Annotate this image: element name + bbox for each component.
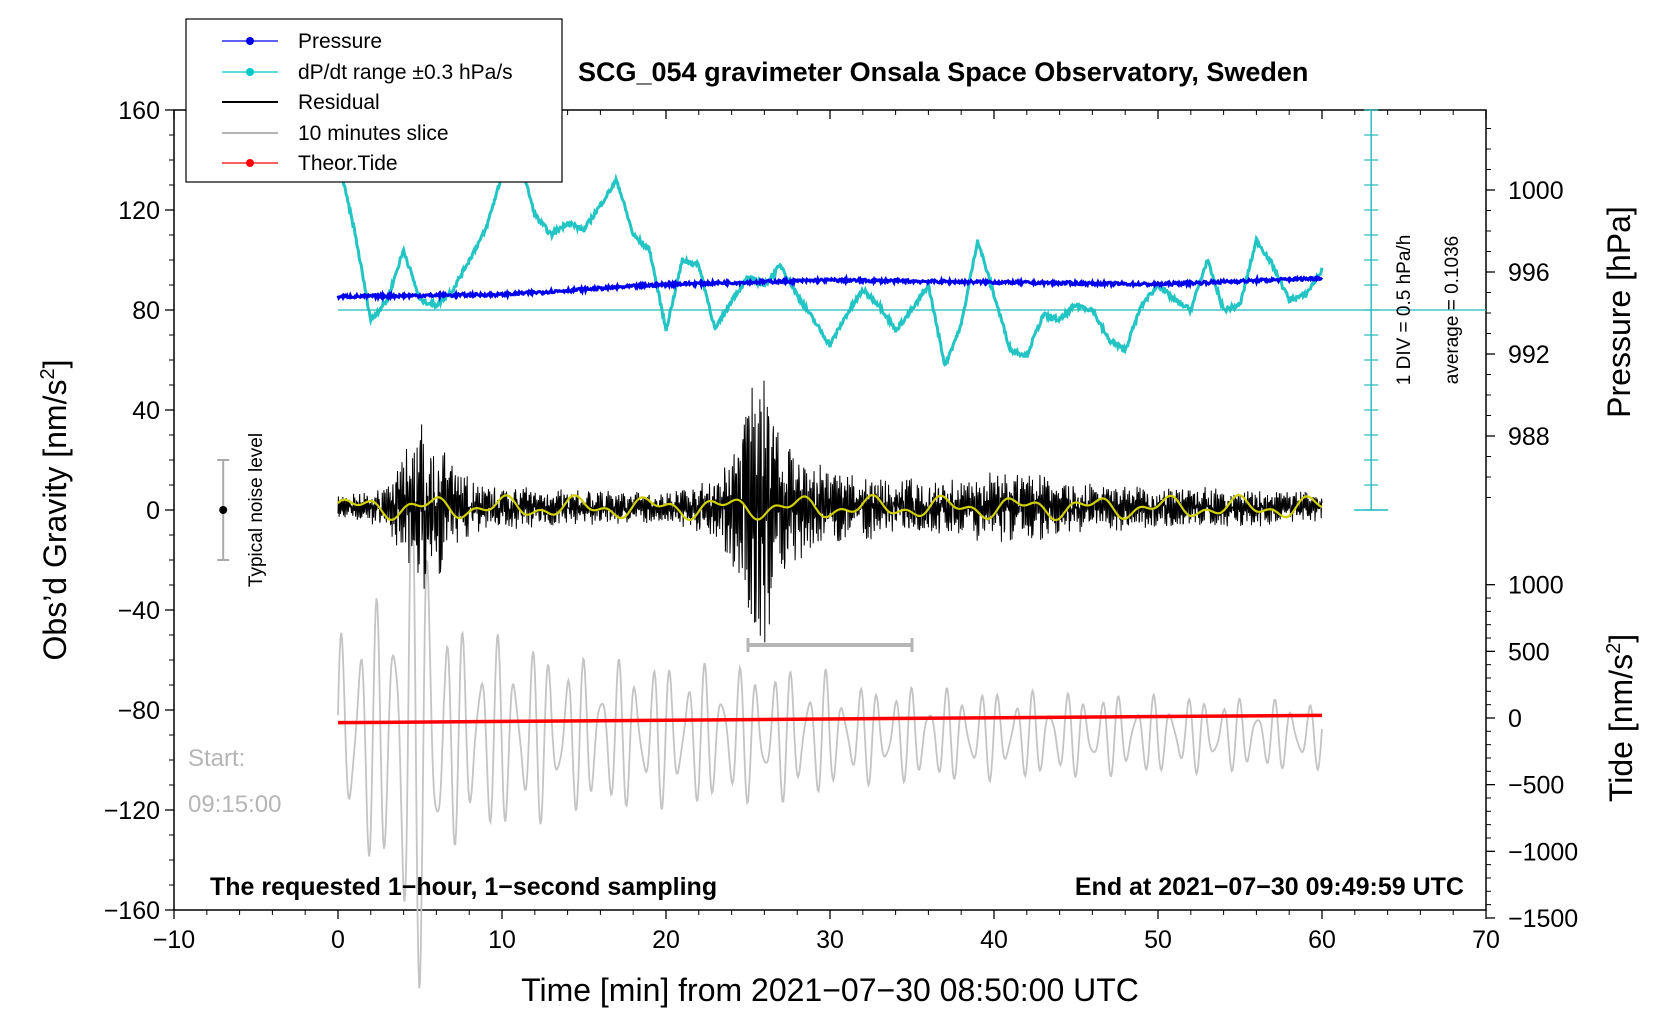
legend-marker-pressure [246,37,254,45]
x-tick-label: 60 [1308,926,1336,954]
div-label: 1 DIV = 0.5 hPa/h [1394,235,1415,386]
x-tick-label: 30 [816,926,844,954]
end-note: End at 2021−07−30 09:49:59 UTC [1075,873,1464,901]
tide-tick-label: −1500 [1508,905,1578,933]
tide-layer [337,713,1323,725]
tide-tick-label: −500 [1508,772,1564,800]
average-label: average = 0.1036 [1442,236,1463,384]
y-axis-title-tide-text: Tide [nm/s [1603,654,1639,802]
y-axis-title-tide-sup: 2 [1603,643,1625,654]
y-axis-title-pressure: Pressure [hPa] [1601,206,1637,418]
x-tick-label: 70 [1472,926,1500,954]
start-label: Start: [188,745,245,772]
legend-box [185,18,563,183]
noise-bar-dot [219,506,228,514]
legend-marker-dpdt [246,68,254,76]
tide-tick-label: −1000 [1508,838,1578,866]
y-axis-title-gravity-sup: 2 [37,368,59,379]
legend-label-residual: Residual [298,91,380,114]
chart-title: SCG_054 gravimeter Onsala Space Observat… [578,57,1308,87]
legend-label-pressure: Pressure [298,30,382,53]
legend-marker-tide [246,159,254,167]
x-tick-label: 40 [980,926,1008,954]
y-tick-label: −80 [118,697,160,725]
pressure-tick-label: 996 [1508,259,1550,287]
y-axis-title-gravity: Obs’d Gravity [nm/s2] [37,360,73,661]
legend-label-slice: 10 minutes slice [298,122,449,145]
legend-label-tide: Theor.Tide [298,152,398,175]
ticks-layer: −10 0 10 20 30 40 50 60 70 −160 −120 −80 −40 0 40 80 120… [104,97,1579,954]
y-axis-title-gravity-text: Obs’d Gravity [nm/s [37,380,73,661]
x-tick-label: 10 [488,926,516,954]
start-time: 09:15:00 [188,791,281,818]
sampling-note: The requested 1−hour, 1−second sampling [210,873,717,901]
x-tick-label: 20 [652,926,680,954]
pressure-tick-label: 1000 [1508,177,1564,205]
noise-level-label: Typical noise level [246,433,267,587]
residual-series-line [337,380,1323,643]
x-tick-label: 0 [331,926,345,954]
x-tick-label: 50 [1144,926,1172,954]
y-tick-label: −160 [104,897,160,925]
y-tick-label: −40 [118,597,160,625]
x-axis-title: Time [min] from 2021−07−30 08:50:00 UTC [521,972,1139,1008]
legend-label-dpdt: dP/dt range ±0.3 hPa/s [298,61,513,84]
residual-smoothed-line [337,493,1323,522]
y-tick-label: 160 [118,97,160,125]
tide-series-line [337,713,1323,725]
y-axis-title-tide-close: ] [1603,634,1639,643]
residual-layer [337,380,1323,643]
y-tick-label: 40 [132,397,160,425]
pressure-tick-label: 992 [1508,341,1550,369]
y-tick-label: 0 [146,497,160,525]
slice-series-line [337,485,1323,989]
tide-tick-label: 500 [1508,638,1550,666]
pressure-tick-label: 988 [1508,423,1550,451]
y-tick-label: 80 [132,297,160,325]
y-axis-title-gravity-close: ] [37,360,73,369]
tide-tick-label: 1000 [1508,572,1564,600]
x-tick-label: −10 [153,926,195,954]
slice-layer [337,485,1323,989]
y-tick-label: −120 [104,797,160,825]
tide-tick-label: 0 [1508,705,1522,733]
y-axis-title-tide: Tide [nm/s2] [1603,634,1639,802]
legend: Pressure dP/dt range ±0.3 hPa/s Residual… [185,18,563,183]
pressure-series-line [336,273,1324,303]
y-tick-label: 120 [118,197,160,225]
